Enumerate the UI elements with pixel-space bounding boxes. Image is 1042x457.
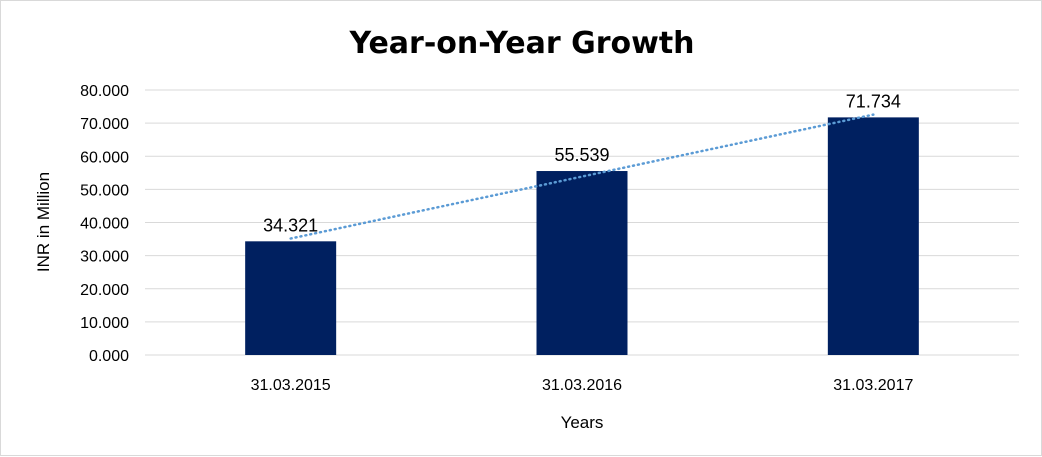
y-tick-label: 40.000 [80,216,129,233]
y-axis-title: INR in Million [34,172,53,272]
y-tick-label: 0.000 [89,348,129,365]
bar [827,117,919,355]
y-tick-label: 60.000 [80,149,129,166]
y-tick-label: 20.000 [80,282,129,299]
chart-title: Year-on-Year Growth [348,26,694,61]
bars [245,117,919,355]
y-axis-tick-labels: 0.000 10.000 20.000 30.000 40.000 50.000 60.00… [80,83,129,365]
data-label: 34.321 [263,215,318,235]
y-tick-label: 70.000 [80,116,129,133]
x-tick-label: 31.03.2017 [833,377,913,394]
data-labels: 34.321 55.539 71.734 [263,91,901,235]
trendline-group [289,113,875,240]
y-tick-label: 50.000 [80,182,129,199]
x-tick-label: 31.03.2016 [542,377,622,394]
data-label: 55.539 [554,145,609,165]
bar [245,241,337,355]
x-axis-tick-labels: 31.03.2015 31.03.2016 31.03.2017 [251,377,914,394]
y-tick-label: 10.000 [80,315,129,332]
x-axis-title: Years [561,413,604,432]
y-tick-label: 30.000 [80,249,129,266]
data-label: 71.734 [846,91,901,111]
trendline [289,113,875,240]
y-tick-label: 80.000 [80,83,129,100]
x-tick-label: 31.03.2015 [251,377,331,394]
bar [536,171,628,355]
